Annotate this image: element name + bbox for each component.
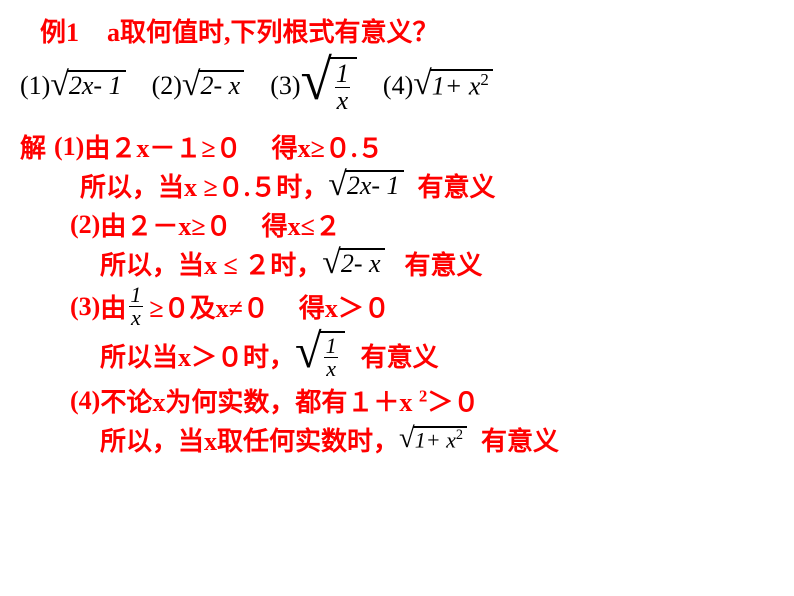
solution-1a: 解 (1) 由２x－１≥０ 得x≥０.５ (20, 128, 774, 165)
problem-4-expr: √1+ x2 (413, 69, 493, 101)
s4a-t1: 不论x为何实数，都有１＋x 2＞０ (100, 382, 479, 419)
example-title: 例1 a取何值时,下列根式有意义？ (20, 12, 774, 49)
s1b-t2: 有意义 (418, 167, 496, 204)
example-question: a取何值时,下列根式有意义？ (107, 12, 439, 49)
problem-list: (1) √2x- 1 (2) √2- x (3) √ 1x (4) √1+ x2 (20, 57, 774, 114)
s1b-expr: √2x- 1 (328, 170, 403, 201)
s4b-t2: 有意义 (481, 421, 559, 458)
problem-1-expr: √2x- 1 (50, 70, 125, 101)
solution-2a: (2) 由２－x≥０ 得x≤２ (20, 206, 774, 243)
problem-4-num: (4) (383, 71, 413, 101)
s1b-t1: 所以，当x ≥０.５时， (80, 167, 328, 204)
s2b-t2: 有意义 (405, 245, 483, 282)
solution-4a: (4) 不论x为何实数，都有１＋x 2＞０ (20, 382, 774, 419)
s2a-t2: 得x≤２ (262, 206, 341, 243)
solution-3b: 所以当x＞０时， √ 1x 有意义 (20, 331, 774, 380)
s3a-t3: 得x＞０ (299, 288, 390, 325)
s4b-expr: √1+ x2 (399, 426, 467, 453)
s2a-t1: 由２－x≥０ (100, 206, 231, 243)
problem-3-expr: √ 1x (301, 57, 357, 114)
s3a-t1: 由 (100, 288, 126, 325)
solution-lead: 解 (20, 128, 46, 165)
s3a-t2: ≥０及x≠０ (149, 288, 269, 325)
example-label: 例1 (40, 12, 79, 49)
s2b-t1: 所以，当x ≤ ２时， (100, 245, 322, 282)
solution-3a: (3) 由 1x ≥０及x≠０ 得x＞０ (20, 284, 774, 329)
solution-2b: 所以，当x ≤ ２时， √2- x 有意义 (20, 245, 774, 282)
solution-4b: 所以，当x取任何实数时， √1+ x2 有意义 (20, 421, 774, 458)
s3b-t2: 有意义 (361, 337, 439, 374)
s1a-t1: 由２x－１≥０ (84, 128, 241, 165)
problem-3-num: (3) (270, 71, 300, 101)
s3b-expr: √ 1x (295, 331, 345, 380)
s1a-num: (1) (54, 132, 84, 162)
solution-1b: 所以，当x ≥０.５时， √2x- 1 有意义 (20, 167, 774, 204)
problem-2-expr: √2- x (182, 70, 244, 101)
s4a-num: (4) (70, 386, 100, 416)
s2b-expr: √2- x (322, 248, 384, 279)
s3a-frac: 1x (128, 284, 143, 329)
problem-1-num: (1) (20, 71, 50, 101)
s3a-num: (3) (70, 292, 100, 322)
s2a-num: (2) (70, 210, 100, 240)
problem-2-num: (2) (152, 71, 182, 101)
s4b-t1: 所以，当x取任何实数时， (100, 421, 399, 458)
s1a-t2: 得x≥０.５ (272, 128, 384, 165)
s3b-t1: 所以当x＞０时， (100, 337, 295, 374)
